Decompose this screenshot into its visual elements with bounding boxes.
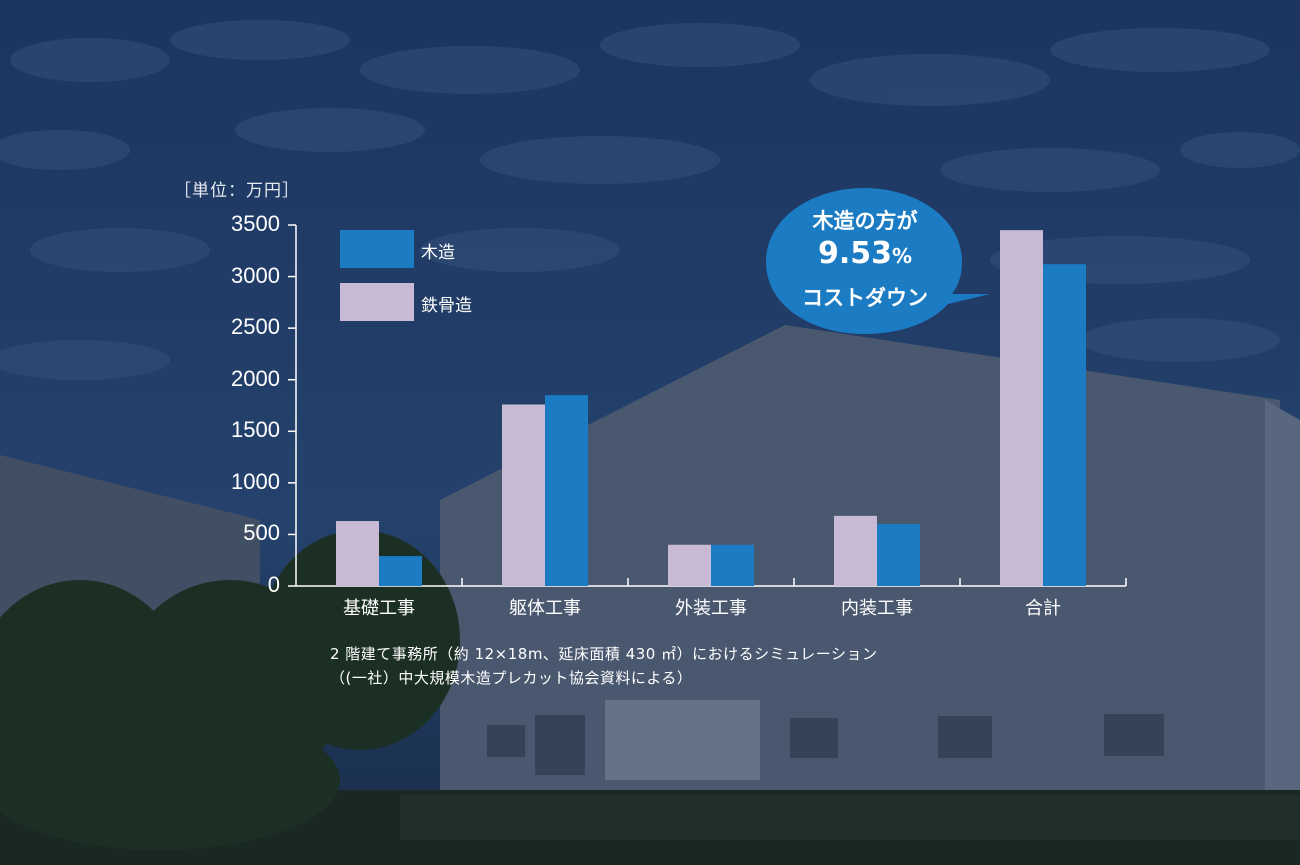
unit-label: ［単位：万円］: [174, 181, 300, 201]
bar-wood: [711, 544, 754, 586]
bar-steel: [668, 544, 711, 586]
x-category-label: 躯体工事: [509, 598, 581, 619]
y-tick-label: 500: [243, 520, 280, 546]
callout-percent-suffix: %: [891, 244, 913, 268]
callout-percent: 9.53%: [762, 236, 968, 271]
callout-line1: 木造の方が: [812, 209, 918, 233]
bar-wood: [877, 524, 920, 586]
callout-percent-value: 9.53: [817, 236, 892, 271]
y-tick-label: 0: [267, 572, 280, 597]
callout-line3: コストダウン: [802, 286, 928, 310]
y-tick-label: 3000: [231, 262, 280, 288]
bar-wood: [545, 395, 588, 586]
bar-wood: [379, 556, 422, 586]
bar-steel: [1000, 230, 1043, 586]
footnote-line1: 2 階建て事務所（約 12×18m、延床面積 430 ㎡）におけるシミュレーショ…: [330, 645, 878, 663]
legend-label-steel: 鉄骨造: [421, 296, 472, 316]
x-category-label: 基礎工事: [343, 598, 415, 619]
trees: [0, 530, 460, 850]
footnote-line2: （(一社）中大規模木造プレカット協会資料による）: [330, 669, 693, 687]
x-category-label: 外装工事: [675, 598, 747, 619]
y-tick-label: 1000: [231, 468, 280, 494]
legend-label-wood: 木造: [421, 243, 455, 263]
y-tick-label: 3500: [231, 211, 280, 236]
y-tick-label: 2000: [231, 365, 280, 391]
y-tick-label: 2500: [231, 314, 280, 340]
chart-bars: [336, 230, 1086, 586]
cloud-texture: [0, 20, 1300, 380]
x-category-label: 内装工事: [841, 598, 913, 619]
y-tick-label: 1500: [231, 417, 280, 443]
legend-swatch-steel: [340, 283, 414, 321]
callout-bubble: [766, 188, 990, 334]
bar-steel: [336, 521, 379, 586]
bar-steel: [502, 404, 545, 586]
bar-steel: [834, 515, 877, 586]
x-category-label: 合計: [1025, 598, 1061, 619]
bar-wood: [1043, 264, 1086, 586]
legend-swatch-wood: [340, 230, 414, 268]
